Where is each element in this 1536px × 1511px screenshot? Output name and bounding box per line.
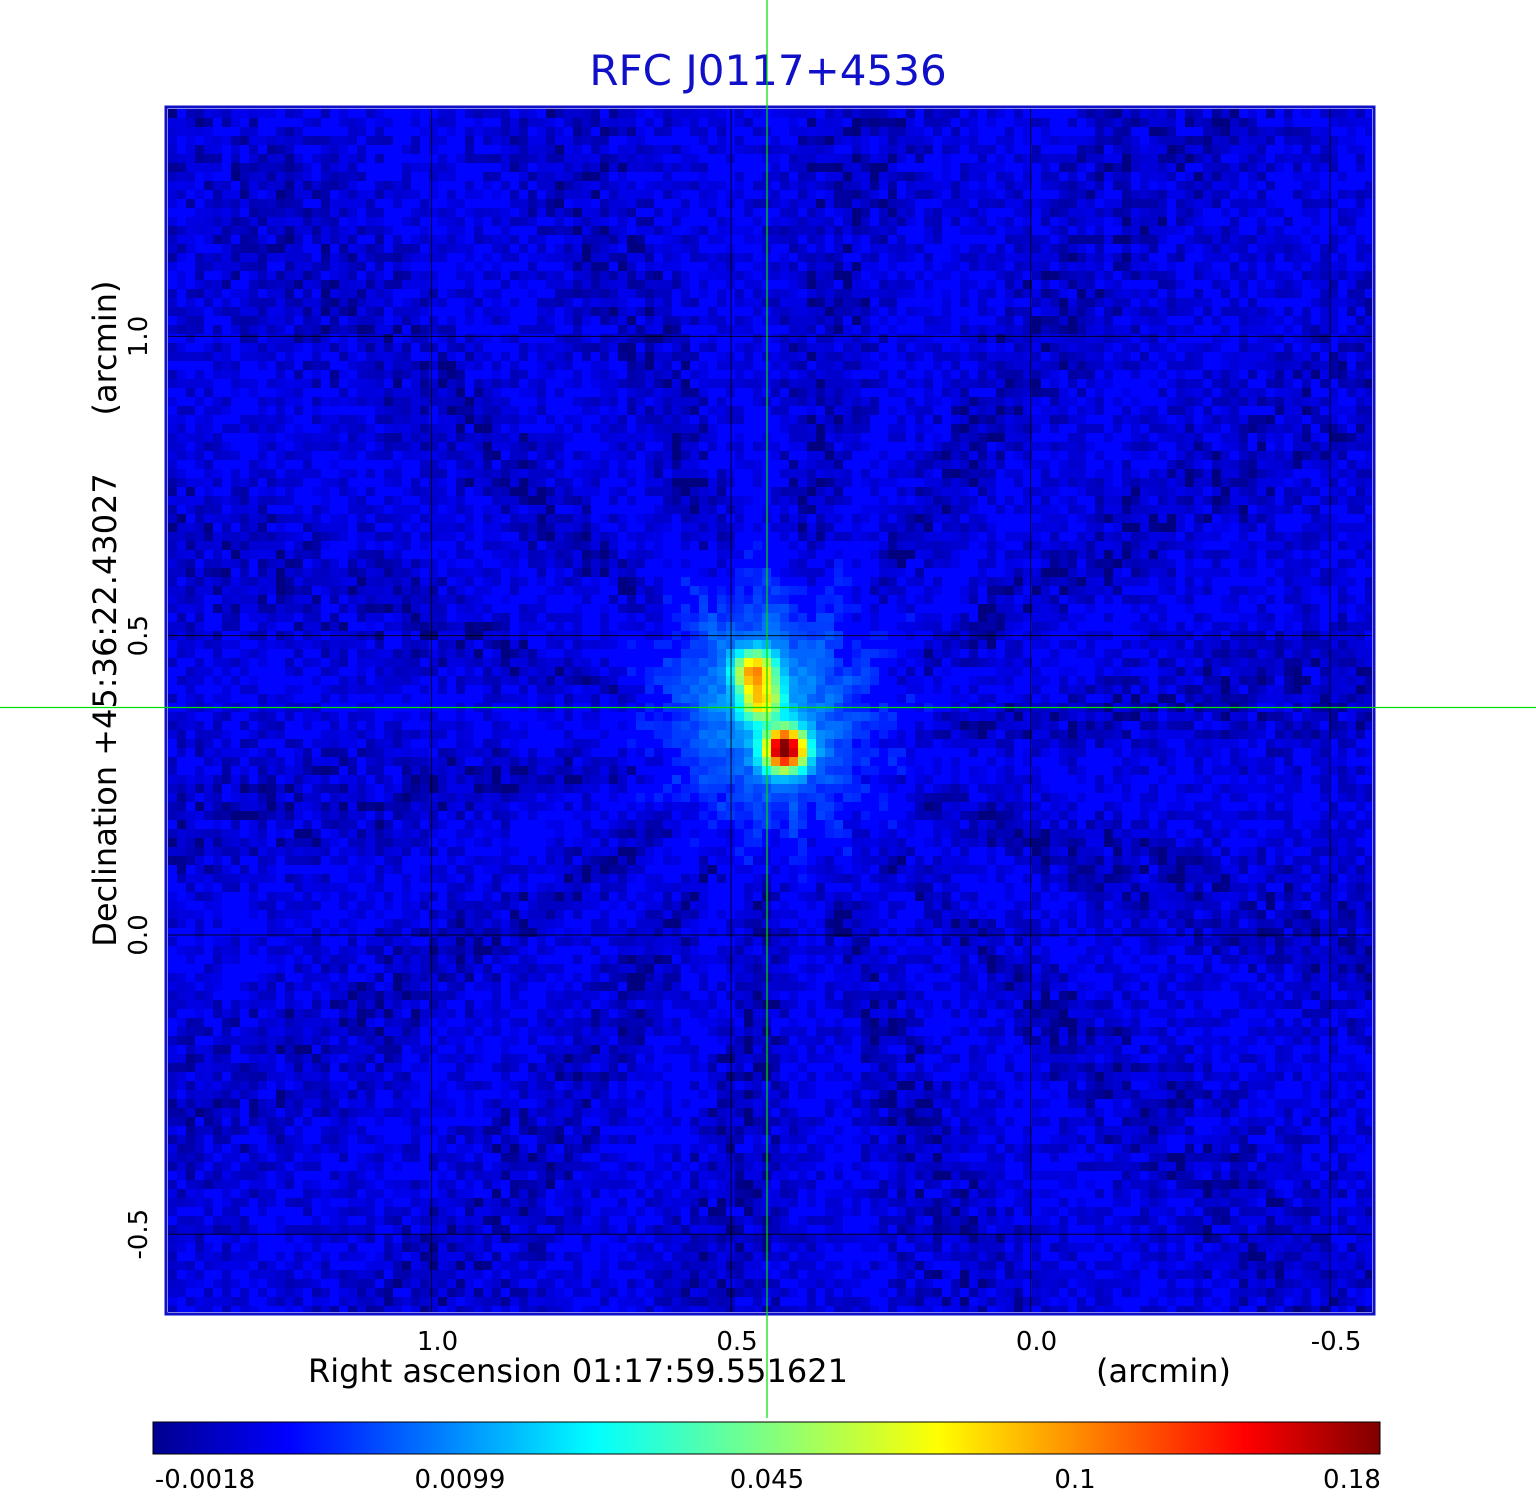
- colorbar-tick-label: 0.045: [730, 1465, 804, 1495]
- y-tick-label: 0.0: [124, 914, 154, 955]
- coordinate-grid: [168, 109, 1372, 1312]
- plot-frame: [164, 105, 1376, 1316]
- colorbar-tick-label: -0.0018: [155, 1465, 255, 1495]
- y-axis-unit: (arcmin): [86, 280, 124, 416]
- x-tick-label: -0.5: [1311, 1327, 1362, 1357]
- x-tick-label: 1.0: [417, 1327, 458, 1357]
- colorbar-ticks: -0.0018 0.0099 0.045 0.1 0.18: [155, 1465, 1381, 1495]
- intensity-map: [168, 109, 1372, 1312]
- x-tick-label: 0.5: [716, 1327, 757, 1357]
- axis-ticks: 1.0 0.5 0.0 -0.5 -0.5 0.0 0.5 1.0: [124, 316, 1361, 1357]
- colorbar: [152, 1421, 1381, 1455]
- y-axis-label: Declination +45:36:22.43027: [86, 473, 124, 947]
- x-tick-label: 0.0: [1016, 1327, 1057, 1357]
- y-tick-label: 0.5: [124, 615, 154, 656]
- colorbar-tick-label: 0.18: [1323, 1465, 1381, 1495]
- chart-title: RFC J0117+4536: [589, 46, 947, 95]
- colorbar-tick-label: 0.0099: [415, 1465, 506, 1495]
- crosshair: [0, 0, 1536, 1418]
- x-axis-label: Right ascension 01:17:59.551621: [308, 1352, 848, 1390]
- y-tick-label: -0.5: [124, 1209, 154, 1260]
- x-axis-unit: (arcmin): [1096, 1352, 1231, 1390]
- y-tick-label: 1.0: [124, 316, 154, 357]
- colorbar-tick-label: 0.1: [1054, 1465, 1095, 1495]
